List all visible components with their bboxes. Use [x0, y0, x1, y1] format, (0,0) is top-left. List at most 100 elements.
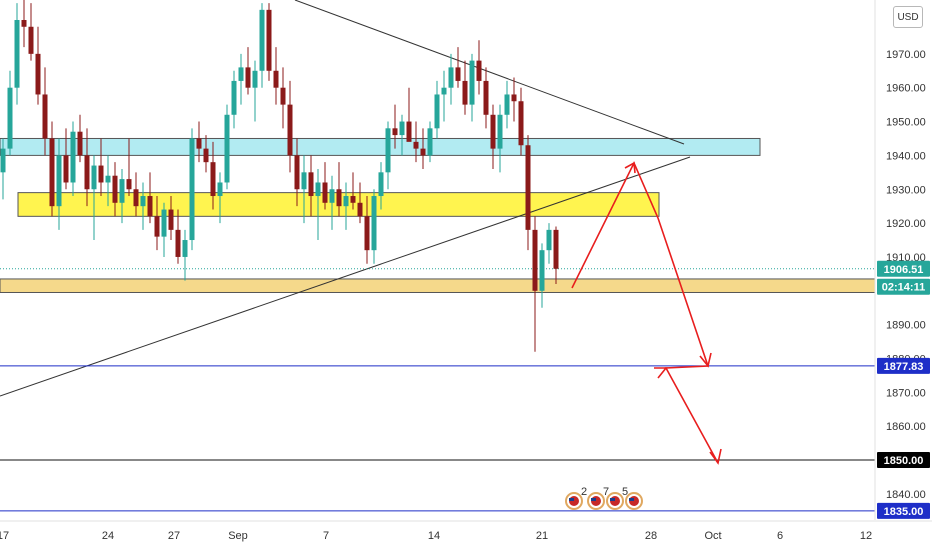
candle-body [245, 67, 251, 88]
candle [21, 0, 27, 48]
descending-trendline[interactable] [294, 0, 685, 145]
levels-layer [0, 268, 875, 512]
candle [266, 3, 272, 81]
candle-body [336, 189, 342, 207]
candle-body [189, 138, 195, 241]
price-tag-label: 02:14:11 [882, 282, 925, 294]
candle [287, 80, 293, 173]
x-tick-label: 28 [645, 530, 657, 542]
candle-body [427, 128, 433, 156]
y-tick-label: 1930.00 [886, 184, 926, 196]
candle-body [168, 209, 174, 230]
candle [217, 172, 223, 224]
candle-body [420, 148, 426, 156]
y-tick-label: 1970.00 [886, 49, 926, 61]
candle [238, 53, 244, 105]
candle-body [476, 60, 482, 81]
time-axis[interactable]: 17 24 27 Sep 7 14 21 28 Oct 6 12 [0, 530, 872, 542]
candle-body [140, 196, 146, 207]
candle-body [301, 172, 307, 190]
event-flag-icon[interactable] [625, 492, 643, 510]
candle-body [28, 26, 34, 54]
candle-body [455, 67, 461, 81]
candle-body [252, 70, 258, 88]
candle-body [525, 145, 531, 230]
candle [224, 104, 230, 190]
y-tick-label: 1870.00 [886, 387, 926, 399]
candle [161, 202, 167, 257]
price-tag-bg [877, 357, 930, 374]
cyan-resistance-zone[interactable] [0, 137, 761, 156]
candle [476, 40, 482, 95]
candle-body [56, 155, 62, 207]
candle-body [308, 172, 314, 197]
x-tick-label: 7 [323, 530, 329, 542]
candle [385, 121, 391, 190]
candle [49, 121, 55, 217]
event-flag-icon[interactable]: 7 [587, 486, 609, 510]
candle-body [364, 216, 370, 251]
last-price-tag: 1906.51 [877, 260, 930, 277]
candle-body [329, 189, 335, 203]
candle [315, 168, 321, 241]
candle-body [462, 80, 468, 105]
price-axis[interactable]: 1970.00 1960.00 1950.00 1940.00 1930.00 1920.… [886, 49, 926, 501]
candle-body [210, 162, 216, 197]
candle [455, 47, 461, 88]
trend-lines [0, 0, 691, 397]
price-tag-label: 1835.00 [884, 506, 924, 518]
price-tag-bg [877, 278, 930, 295]
event-flag-icon[interactable]: 2 [565, 486, 587, 510]
candle [539, 243, 545, 308]
candle [301, 155, 307, 224]
candle [63, 128, 69, 190]
candle [112, 162, 118, 217]
candle-body [350, 196, 356, 203]
y-tick-label: 1950.00 [886, 117, 926, 129]
candle [462, 60, 468, 115]
candle [392, 104, 398, 149]
candle [231, 70, 237, 129]
price-tag-label: 1877.83 [884, 361, 924, 373]
x-tick-label: Sep [228, 530, 248, 542]
candle-body [21, 20, 27, 27]
flag-canton [610, 498, 615, 501]
event-flag-icon[interactable]: 5 [606, 486, 628, 510]
candle-body [504, 94, 510, 115]
candle-body [483, 80, 489, 115]
candle [427, 121, 433, 163]
candle-body [231, 80, 237, 115]
flag-canton [629, 498, 634, 501]
candle-body [399, 121, 405, 136]
candle-body [357, 202, 363, 217]
price-tags: 1906.51 02:14:11 1877.83 1850.00 1835.00 [877, 260, 930, 519]
candle [329, 175, 335, 230]
candle [441, 70, 447, 122]
candle [56, 138, 62, 230]
candle [532, 216, 538, 352]
candle [126, 138, 132, 197]
candle [259, 3, 265, 88]
candle-body [42, 94, 48, 139]
candle [168, 196, 174, 241]
currency-selector[interactable]: USD [893, 6, 923, 28]
candle-body [392, 128, 398, 136]
event-count: 5 [622, 486, 628, 498]
candle-body [546, 229, 552, 251]
ascending-trendline[interactable] [0, 156, 691, 397]
candle [147, 172, 153, 224]
candle [245, 47, 251, 95]
candle-body [280, 87, 286, 105]
arrowhead-2 [699, 352, 712, 368]
candle-body [70, 131, 76, 183]
candle [420, 128, 426, 169]
candle-body [294, 155, 300, 190]
gold-support-zone[interactable] [0, 278, 876, 293]
candle-body [7, 87, 13, 149]
x-tick-label: 12 [860, 530, 872, 542]
candle [434, 80, 440, 139]
candle [378, 162, 384, 210]
y-tick-label: 1920.00 [886, 218, 926, 230]
candle-body [434, 94, 440, 129]
